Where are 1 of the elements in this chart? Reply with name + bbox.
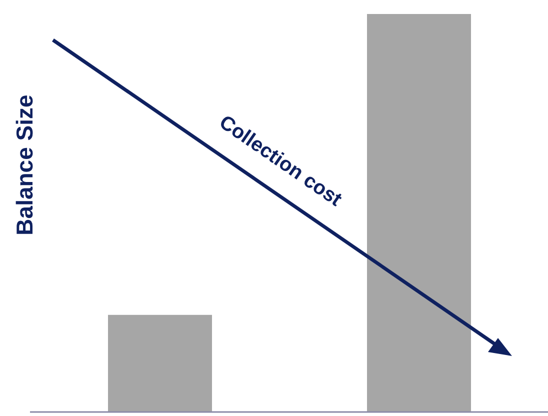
y-axis-title: Balance Size (12, 94, 38, 236)
